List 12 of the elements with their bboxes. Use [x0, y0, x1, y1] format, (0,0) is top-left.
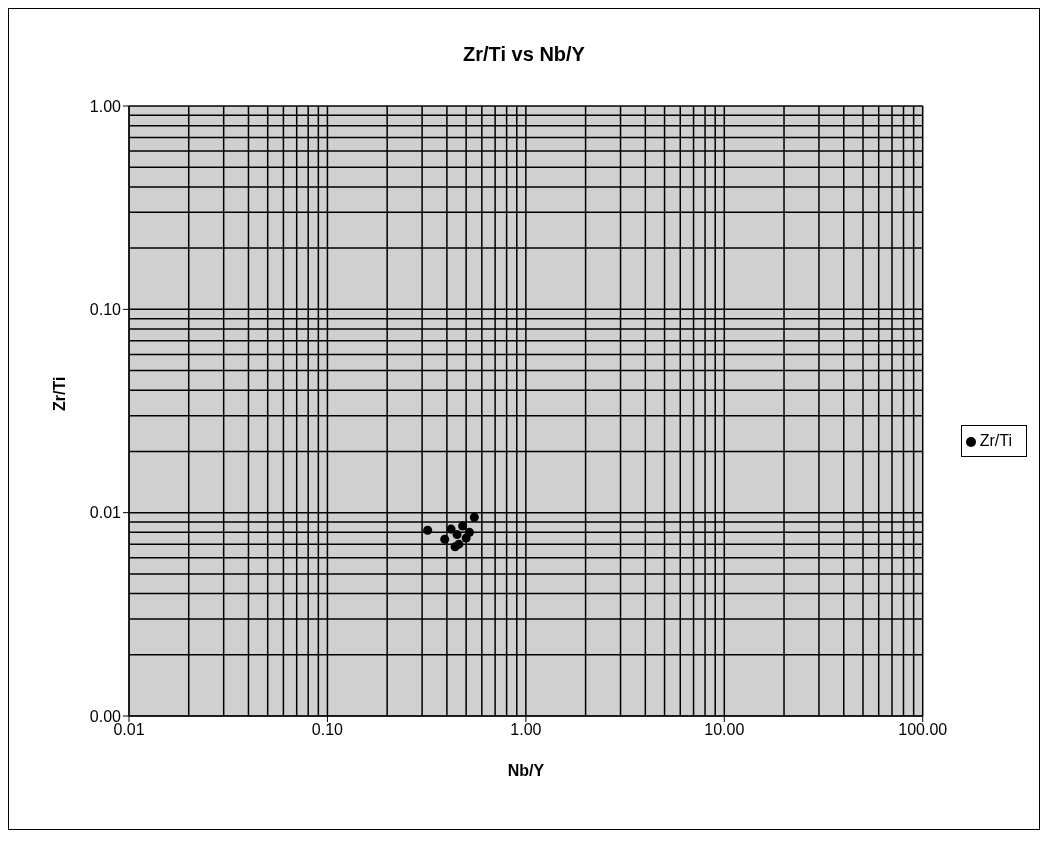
x-tick-label: 0.01 [113, 721, 145, 739]
y-tick-label: 0.01 [89, 504, 122, 522]
x-tick-label: 0.10 [311, 721, 344, 739]
x-tick-label: 100.00 [898, 721, 948, 739]
y-tick-label: 0.10 [89, 301, 122, 319]
x-tick-label: 1.00 [510, 721, 542, 739]
chart-title: Zr/Ti vs Nb/Y [462, 43, 586, 66]
legend-label: Zr/Ti [979, 432, 1012, 449]
y-tick-label: 1.00 [89, 97, 122, 115]
x-tick-label: 10.00 [704, 721, 745, 739]
x-axis-title: Nb/Y [507, 762, 545, 779]
y-axis-title: Zr/Ti [50, 376, 68, 411]
